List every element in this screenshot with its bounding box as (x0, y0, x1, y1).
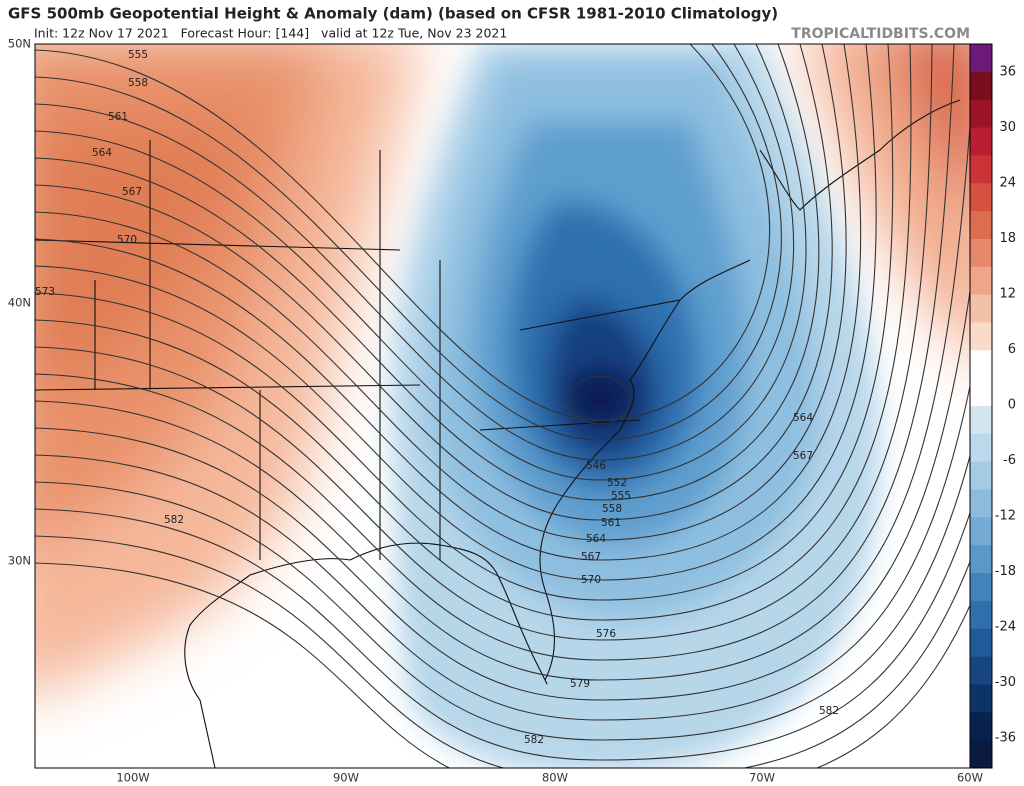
colorbar-segment (970, 684, 992, 713)
colorbar-label: 12 (999, 287, 1016, 302)
contour-line (35, 44, 833, 521)
contour-line (35, 44, 820, 501)
contour-label: 558 (602, 503, 622, 515)
colorbar-segment (970, 266, 992, 296)
contour-label: 561 (601, 517, 621, 529)
colorbar-segment (970, 600, 992, 630)
contour-line (35, 44, 894, 601)
colorbar-label: 36 (999, 65, 1016, 80)
lon-label: 90W (333, 771, 359, 785)
contour-label: 579 (570, 678, 590, 690)
colorbar-label: -12 (995, 509, 1016, 524)
contour-line (35, 44, 912, 621)
colorbar-segment (970, 44, 992, 73)
contour-label: 576 (596, 628, 616, 640)
contour-label: 564 (92, 147, 112, 159)
colorbar-segment (970, 378, 992, 407)
contour-label: 558 (128, 77, 148, 89)
colorbar-segment (970, 489, 992, 518)
lat-label: 30N (8, 554, 31, 568)
contour-label: 582 (819, 705, 839, 717)
contour-line (35, 287, 970, 701)
contour-line (35, 44, 771, 421)
contour-line (35, 453, 970, 741)
contour-label: 561 (108, 111, 128, 123)
colorbar-segment (970, 127, 992, 156)
contour-label: 564 (793, 412, 813, 424)
colorbar-segment (970, 155, 992, 184)
colorbar-segment (970, 628, 992, 658)
colorbar-segment (970, 461, 992, 491)
contour-line (35, 44, 862, 561)
contour-line (35, 119, 970, 681)
colorbar-label: -6 (1003, 453, 1016, 468)
colorbar-segment (970, 433, 992, 463)
colorbar-label: -36 (995, 731, 1016, 746)
contour-label: 555 (611, 490, 631, 502)
contour-line (35, 44, 877, 581)
contour-line (35, 44, 807, 481)
contour-line (569, 375, 631, 425)
contour-label: 582 (524, 734, 544, 746)
colorbar-segment (970, 656, 992, 685)
contour-line (35, 44, 794, 461)
contour-label: 567 (793, 450, 813, 462)
colorbar-label: 6 (1008, 342, 1016, 357)
colorbar-label: 18 (999, 231, 1016, 246)
colorbar-label: 30 (999, 120, 1016, 135)
colorbar-label: -30 (995, 675, 1016, 690)
subtitle: Init: 12z Nov 17 2021 Forecast Hour: [14… (34, 26, 507, 41)
lon-label: 60W (957, 771, 983, 785)
contour-label: 567 (122, 186, 142, 198)
contour-line (35, 562, 970, 768)
contour-line (35, 44, 847, 541)
map (35, 44, 970, 768)
colorbar-segment (970, 294, 992, 323)
colorbar-label: 0 (1008, 398, 1016, 413)
colorbar-label: 24 (999, 176, 1016, 191)
colorbar-segment (970, 238, 992, 268)
contour-line (35, 44, 933, 641)
lat-label: 40N (8, 296, 31, 310)
contour-line (35, 44, 782, 441)
colorbar-label: -24 (995, 620, 1016, 635)
contour-line (35, 383, 970, 721)
contour-label: 570 (117, 234, 137, 246)
colorbar-segment (970, 573, 992, 602)
contour-label: 552 (607, 477, 627, 489)
colorbar-label: -18 (995, 564, 1016, 579)
colorbar-segment (970, 740, 992, 769)
contour-label: 567 (581, 551, 601, 563)
colorbar-segment (970, 517, 992, 546)
title: GFS 500mb Geopotential Height & Anomaly … (8, 5, 778, 23)
colorbar-segment (970, 712, 992, 741)
lat-label: 50N (8, 37, 31, 51)
contour-line (35, 44, 955, 661)
contour-label: 546 (586, 460, 606, 472)
colorbar-segment (970, 350, 992, 379)
colorbar-segment (970, 545, 992, 574)
colorbar-segment (970, 99, 992, 129)
contour-line (35, 508, 970, 761)
colorbar-segment (970, 322, 992, 351)
watermark: TROPICALTIDBITS.COM (791, 26, 970, 42)
lon-label: 70W (749, 771, 775, 785)
colorbar-segment (970, 406, 992, 435)
colorbar-segment (970, 183, 992, 212)
contour-label: 573 (35, 286, 55, 298)
colorbar-segment (970, 211, 992, 240)
colorbar-segment (970, 71, 992, 101)
contour-label: 564 (586, 533, 606, 545)
contour-label: 570 (581, 574, 601, 586)
lon-label: 80W (542, 771, 568, 785)
lon-label: 100W (116, 771, 149, 785)
contour-label: 555 (128, 49, 148, 61)
contour-label: 582 (164, 514, 184, 526)
contour-line (35, 535, 970, 768)
